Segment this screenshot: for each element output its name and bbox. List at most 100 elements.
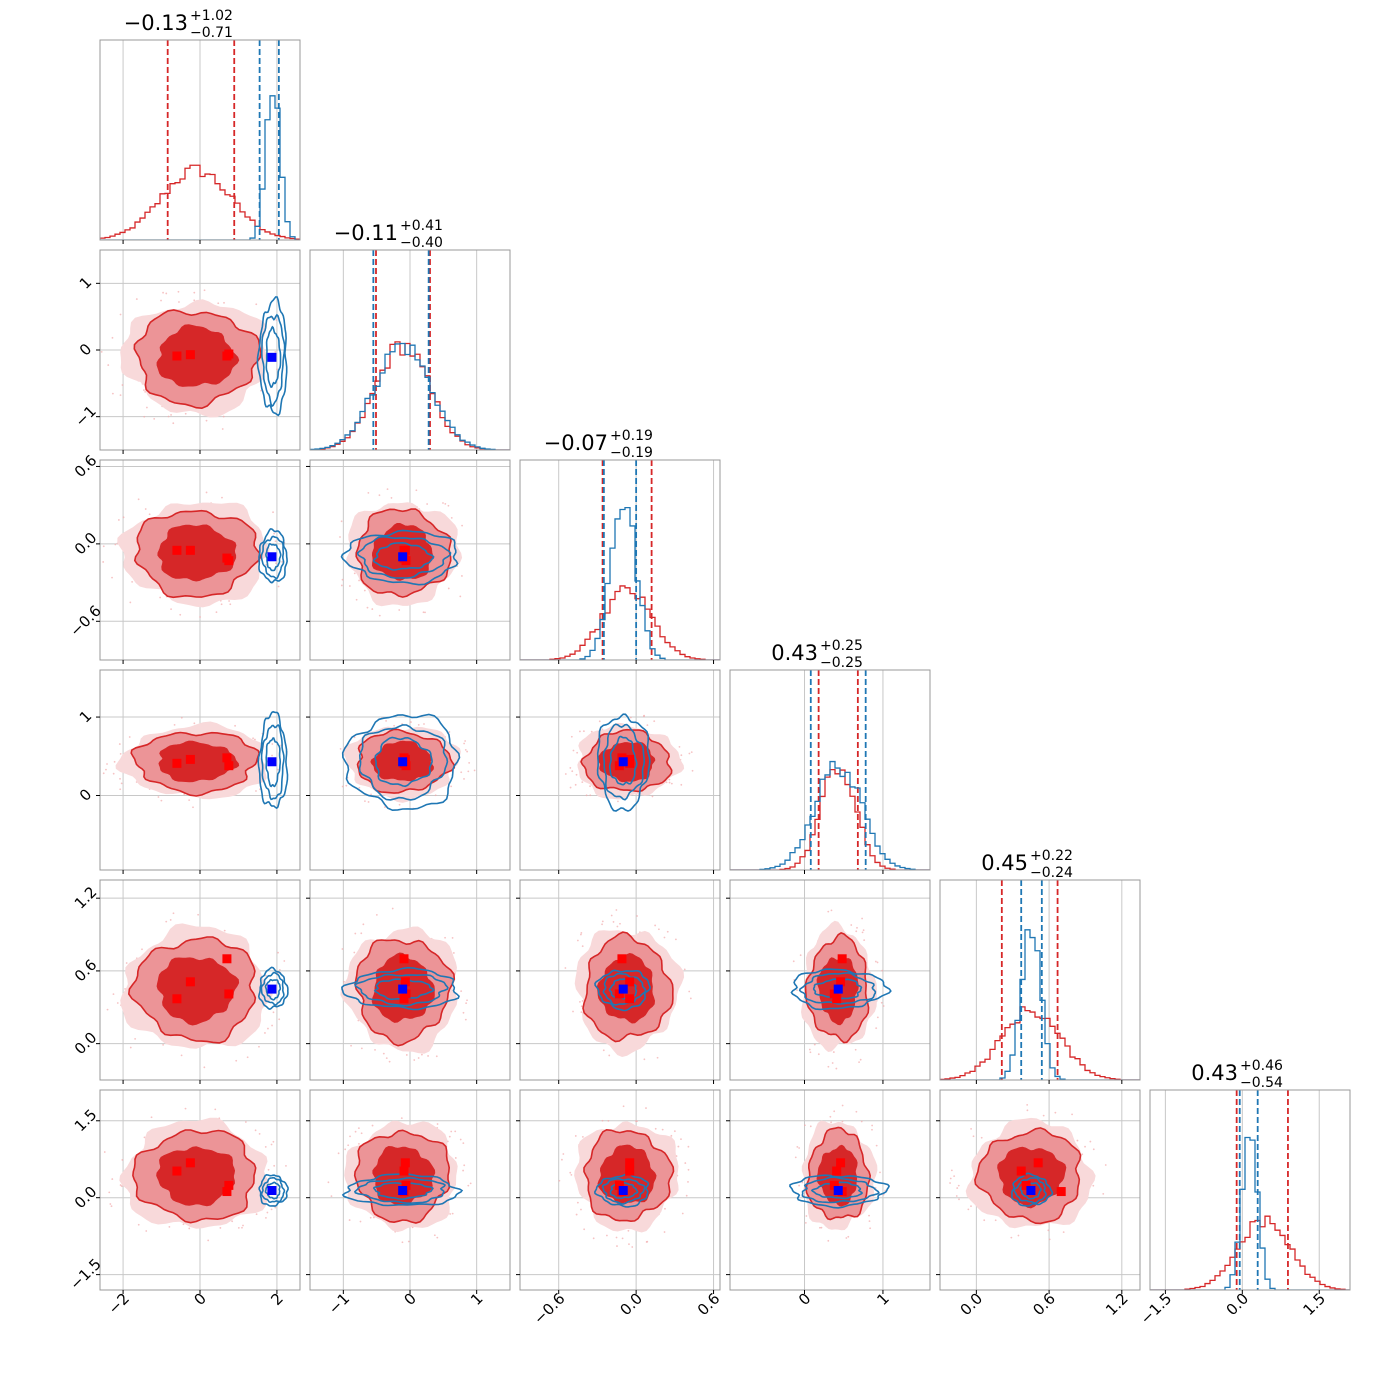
scatter-point [244, 1121, 247, 1123]
scatter-point [680, 783, 683, 786]
scatter-point [272, 511, 274, 514]
scatter-point [102, 545, 105, 548]
scatter-point [111, 392, 114, 395]
scatter-point [193, 291, 196, 294]
scatter-point [188, 1227, 191, 1230]
scatter-point [468, 761, 471, 764]
scatter-point [450, 785, 453, 788]
x-tick-label: 0.6 [1029, 1290, 1059, 1320]
scatter-point [581, 781, 584, 784]
scatter-point [119, 777, 121, 780]
red-marker [617, 954, 627, 964]
scatter-point [131, 581, 134, 583]
scatter-point [980, 1136, 983, 1139]
scatter-point [353, 572, 356, 575]
scatter-point [235, 1059, 238, 1062]
scatter-point [427, 1055, 429, 1057]
red-marker [224, 989, 234, 999]
scatter-point [1026, 1104, 1029, 1106]
scatter-point [344, 1148, 347, 1151]
scatter-point [436, 1236, 439, 1239]
panel-frame [519, 669, 721, 871]
panel-frame [729, 1089, 931, 1291]
red-contour-1sigma [156, 324, 240, 387]
scatter-point [118, 743, 121, 745]
title-minus: −0.24 [1030, 865, 1073, 881]
scatter-point [424, 611, 426, 614]
scatter-point [360, 1047, 363, 1050]
scatter-point [855, 1110, 858, 1113]
scatter-point [832, 1051, 835, 1053]
scatter-point [957, 1184, 960, 1187]
blue-contour-middle [1013, 1177, 1047, 1204]
red-contour-1sigma [157, 524, 237, 582]
scatter-point [809, 1051, 812, 1054]
blue-contour-middle [358, 724, 449, 801]
scatter-point [861, 931, 864, 934]
scatter-point [805, 1215, 808, 1217]
x-tick-label: −1 [325, 1290, 353, 1318]
scatter-point [231, 1220, 234, 1223]
scatter-point [205, 491, 208, 494]
blue-contour-inner [372, 541, 435, 571]
scatter-point [446, 1140, 449, 1143]
scatter-point [796, 1146, 799, 1148]
scatter-point [461, 524, 463, 527]
scatter-point [112, 772, 115, 775]
scatter-point [350, 1044, 352, 1047]
scatter-point [953, 1175, 956, 1178]
scatter-point [454, 1130, 457, 1133]
scatter-point [462, 1142, 465, 1145]
scatter-point [875, 1144, 878, 1147]
scatter-point [576, 939, 579, 942]
scatter-point [341, 578, 344, 581]
red-marker [625, 1166, 635, 1176]
scatter-point [354, 1130, 357, 1133]
scatter-point [683, 968, 686, 971]
red-marker [185, 754, 195, 764]
blue-contour-inner [373, 1182, 434, 1201]
blue-contour-middle [354, 973, 449, 1007]
scatter-point [349, 1135, 351, 1138]
scatter-point [972, 1135, 975, 1138]
scatter-point [271, 743, 274, 745]
red-marker [614, 1180, 624, 1190]
scatter-point [572, 1010, 574, 1013]
scatter-point [970, 1127, 972, 1130]
scatter-point [661, 1128, 664, 1131]
scatter-point [221, 496, 223, 499]
scatter-point [606, 1234, 608, 1237]
scatter-point [367, 801, 370, 803]
scatter-point [862, 929, 865, 932]
scatter-point [452, 952, 455, 954]
title-minus: −0.25 [820, 655, 863, 671]
scatter-point [111, 576, 113, 579]
scatter-point [666, 930, 669, 933]
scatter-point [868, 1214, 870, 1217]
scatter-point [874, 960, 877, 963]
title-value: −0.07 [544, 431, 608, 455]
scatter-point [654, 1127, 657, 1130]
x-tick-label: −1.5 [1137, 1290, 1175, 1328]
contour-panel-4-1 [306, 879, 511, 1084]
scatter-point [362, 923, 365, 926]
scatter-point [179, 613, 182, 616]
scatter-point [375, 914, 378, 916]
scatter-point [689, 997, 692, 1000]
scatter-point [359, 1220, 362, 1223]
scatter-point [570, 1174, 573, 1176]
blue-marker [833, 1186, 843, 1196]
scatter-point [219, 1227, 222, 1229]
blue-contour-middle [353, 1176, 447, 1204]
scatter-point [255, 790, 257, 792]
blue-histogram [520, 506, 720, 660]
scatter-point [390, 497, 393, 499]
scatter-point [859, 1058, 862, 1061]
blue-marker [267, 1186, 277, 1196]
red-marker [614, 989, 624, 999]
scatter-point [808, 1048, 811, 1051]
scatter-point [653, 720, 656, 723]
scatter-point [207, 1239, 210, 1242]
scatter-point [420, 1053, 423, 1056]
scatter-point [803, 1187, 806, 1190]
